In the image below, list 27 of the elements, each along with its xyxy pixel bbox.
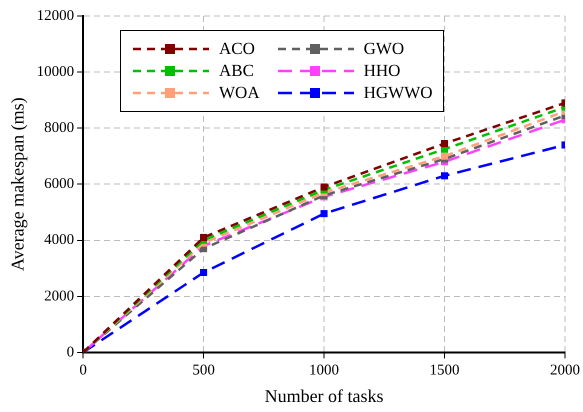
- legend-label: HHO: [364, 61, 400, 81]
- y-axis-title: Average makespan (ms): [8, 97, 28, 271]
- y-tick-label: 0: [66, 344, 74, 360]
- y-tick-label: 8000: [44, 120, 74, 136]
- legend-label: HGWWO: [364, 83, 433, 103]
- point: [200, 268, 208, 276]
- legend-label: GWO: [364, 39, 404, 59]
- y-tick-label: 10000: [36, 64, 74, 80]
- x-tick-label: 0: [79, 362, 87, 378]
- x-tick-label: 2000: [550, 362, 580, 378]
- point: [440, 140, 448, 148]
- point: [440, 172, 448, 180]
- legend-label: WOA: [219, 83, 260, 103]
- x-tick-label: 500: [192, 362, 215, 378]
- y-tick-label: 12000: [36, 8, 74, 24]
- y-tick-label: 2000: [44, 288, 74, 304]
- y-tick-label: 4000: [44, 232, 74, 248]
- legend-label: ACO: [219, 39, 255, 59]
- legend-label: ABC: [219, 61, 254, 81]
- point: [320, 183, 328, 191]
- x-tick-label: 1500: [430, 362, 460, 378]
- x-axis-title: Number of tasks: [264, 386, 384, 406]
- point: [320, 210, 328, 218]
- y-tick-label: 6000: [44, 176, 74, 192]
- x-tick-label: 1000: [309, 362, 340, 378]
- point: [440, 152, 448, 160]
- point: [200, 234, 208, 241]
